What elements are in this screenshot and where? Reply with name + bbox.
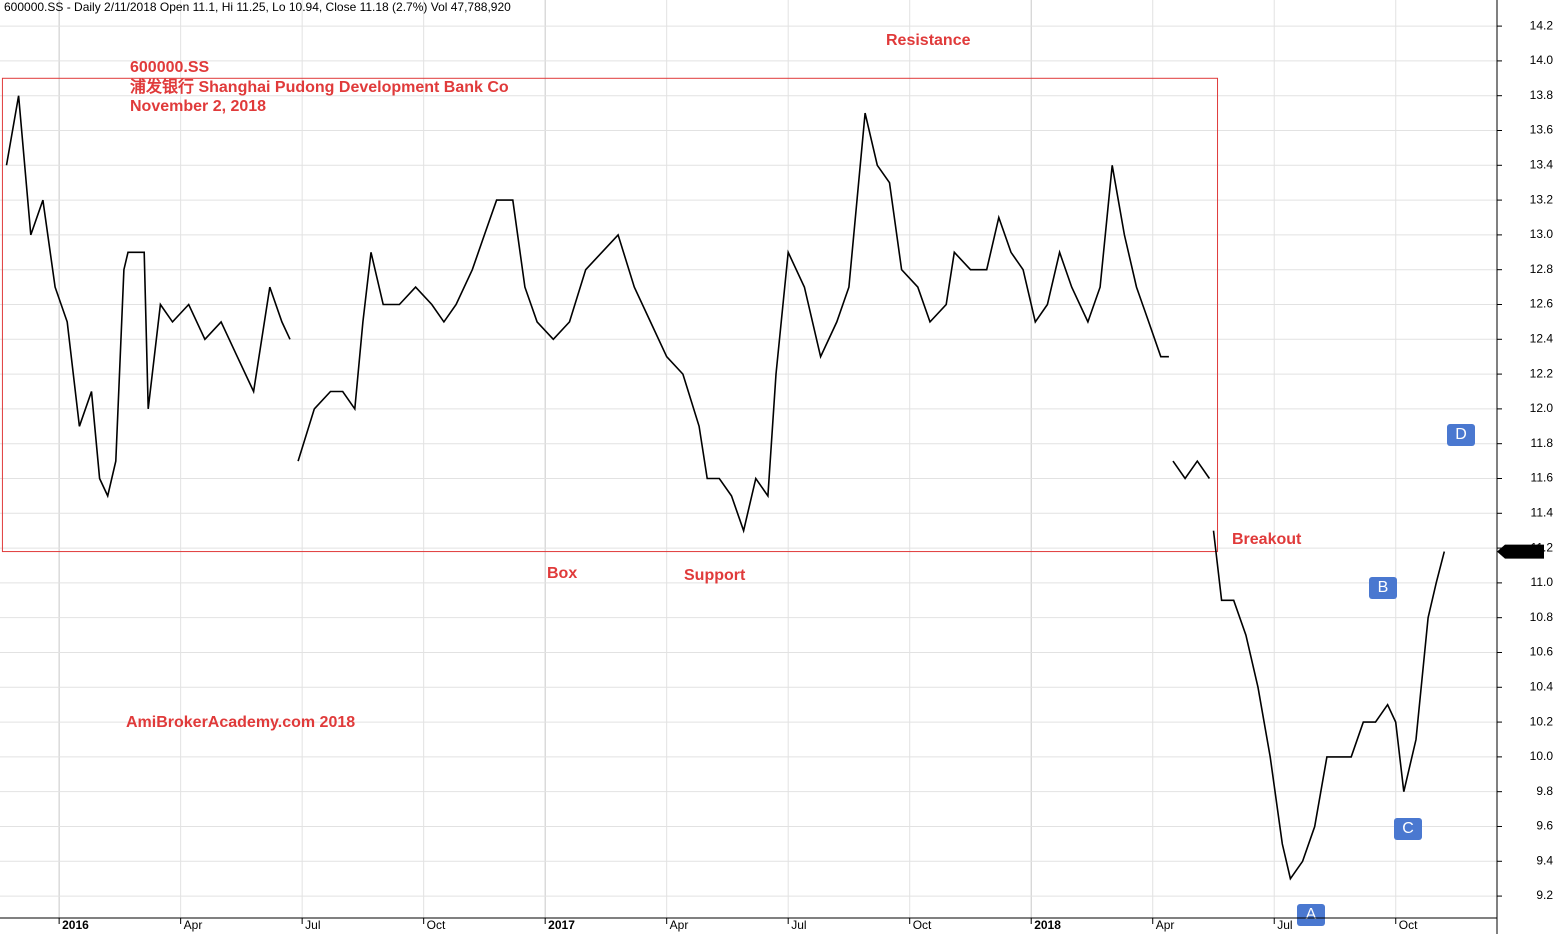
credit: AmiBrokerAcademy.com 2018 (126, 714, 355, 731)
last-price-tag (1497, 544, 1544, 559)
x-tick-label: Jul (305, 918, 320, 932)
y-tick-label: 12.4 (1530, 331, 1554, 345)
y-tick-label: 14.2 (1530, 18, 1554, 32)
company: 浦发银行 Shanghai Pudong Development Bank Co (130, 77, 509, 96)
marker-box (1297, 904, 1325, 926)
y-tick-label: 13.2 (1530, 192, 1554, 206)
x-tick-label: 2016 (62, 918, 89, 932)
chart-header: 600000.SS - Daily 2/11/2018 Open 11.1, H… (4, 0, 511, 14)
x-tick-label: Oct (913, 918, 932, 932)
marker-label: C (1402, 820, 1414, 837)
last-price-label: 11.18 (1508, 544, 1537, 558)
y-tick-label: 9.2 (1536, 888, 1553, 902)
marker-box (1369, 577, 1397, 599)
y-tick-label: 13.8 (1530, 88, 1554, 102)
y-tick-label: 11.8 (1531, 436, 1554, 450)
x-tick-label: Oct (427, 918, 446, 932)
y-tick-label: 13.0 (1530, 227, 1554, 241)
y-tick-label: 10.0 (1530, 749, 1554, 763)
y-tick-label: 12.0 (1530, 401, 1554, 415)
x-tick-label: Jul (1277, 918, 1292, 932)
date: November 2, 2018 (130, 98, 266, 115)
y-tick-label: 13.4 (1530, 157, 1554, 171)
y-tick-label: 9.4 (1536, 853, 1553, 867)
box (1, 77, 1219, 553)
y-tick-label: 12.2 (1530, 366, 1554, 380)
marker-label: A (1306, 906, 1317, 923)
x-tick-label: 2017 (548, 918, 575, 932)
y-tick-label: 10.8 (1530, 610, 1554, 624)
y-tick-label: 11.6 (1531, 471, 1554, 485)
box-label: Box (547, 565, 577, 582)
y-tick-label: 13.6 (1530, 123, 1554, 137)
y-tick-label: 11.0 (1531, 575, 1554, 589)
y-tick-label: 14.0 (1530, 53, 1554, 67)
x-tick-label: Apr (184, 918, 203, 932)
marker-box (1394, 818, 1422, 840)
support-label: Support (684, 567, 746, 584)
y-tick-label: 9.6 (1536, 819, 1553, 833)
y-tick-label: 12.6 (1530, 297, 1554, 311)
breakout-label: Breakout (1232, 531, 1302, 548)
x-tick-label: 2018 (1034, 918, 1061, 932)
x-tick-label: Apr (1156, 918, 1175, 932)
y-tick-label: 10.2 (1530, 714, 1554, 728)
y-tick-label: 9.8 (1536, 784, 1553, 798)
marker-box (1447, 424, 1475, 446)
y-tick-label: 10.6 (1530, 645, 1554, 659)
price-line (5, 95, 1446, 881)
x-tick-label: Apr (670, 918, 689, 932)
marker-label: D (1455, 426, 1467, 443)
x-tick-label: Jul (791, 918, 806, 932)
resistance-label: Resistance (886, 32, 971, 49)
marker-label: B (1378, 579, 1389, 596)
y-tick-label: 10.4 (1530, 679, 1554, 693)
ticker: 600000.SS (130, 59, 210, 76)
y-tick-label: 11.4 (1531, 505, 1554, 519)
y-tick-label: 12.8 (1530, 262, 1554, 276)
x-tick-label: Oct (1399, 918, 1418, 932)
